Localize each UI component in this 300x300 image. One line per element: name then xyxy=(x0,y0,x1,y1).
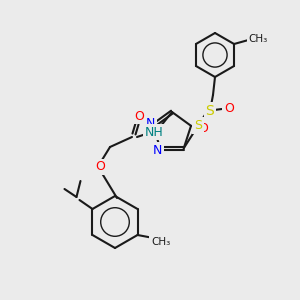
Text: O: O xyxy=(198,122,208,134)
Text: S: S xyxy=(206,104,214,118)
Text: N: N xyxy=(145,117,155,130)
Text: O: O xyxy=(224,103,234,116)
Text: CH₃: CH₃ xyxy=(248,34,268,44)
Text: NH: NH xyxy=(145,125,164,139)
Text: O: O xyxy=(95,160,105,173)
Text: N: N xyxy=(153,144,162,157)
Text: O: O xyxy=(134,110,144,122)
Text: S: S xyxy=(194,119,202,132)
Text: CH₃: CH₃ xyxy=(151,237,170,247)
